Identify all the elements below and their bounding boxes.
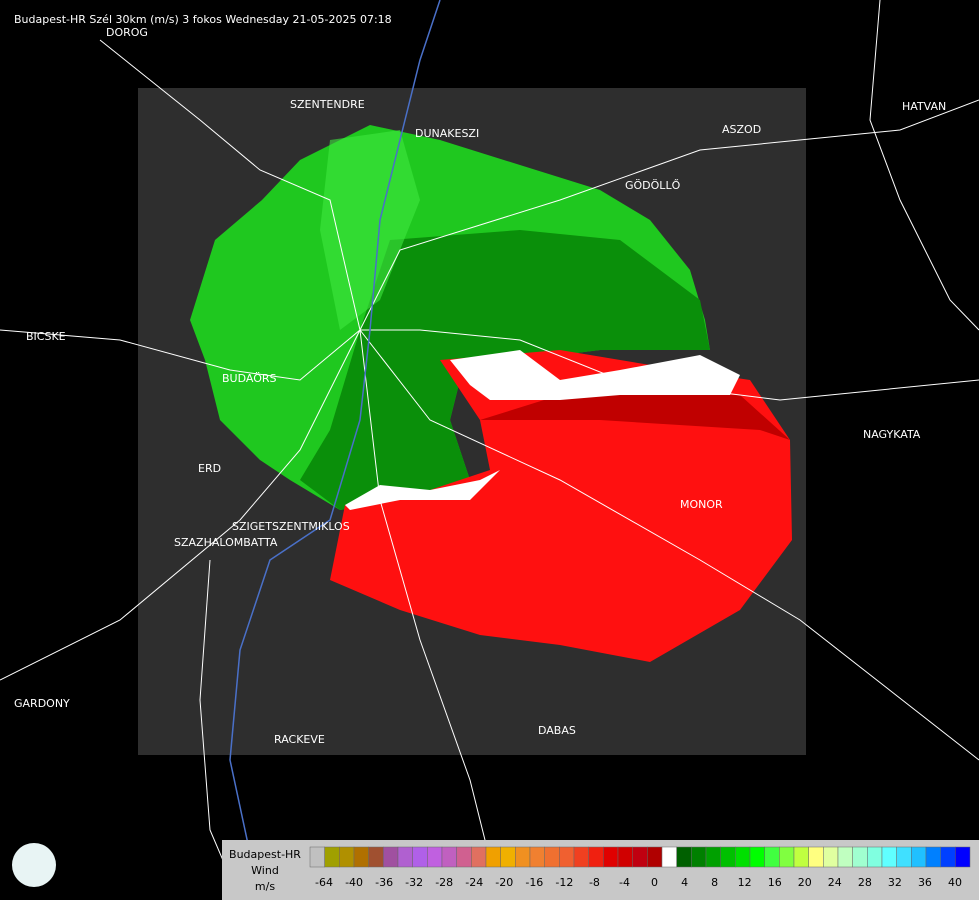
place-label: GARDONY bbox=[14, 697, 70, 710]
tick-label: 4 bbox=[681, 876, 688, 889]
radar-approach-strong bbox=[320, 130, 420, 330]
logo bbox=[12, 843, 56, 887]
place-label: SZAZHALOMBATTA bbox=[174, 536, 278, 549]
place-label: DOROG bbox=[106, 26, 148, 39]
tick-label: -4 bbox=[619, 876, 630, 889]
color-swatch bbox=[529, 846, 545, 868]
color-swatch bbox=[940, 846, 956, 868]
tick-label: 28 bbox=[858, 876, 872, 889]
tick-label: 32 bbox=[888, 876, 902, 889]
tick-label: 36 bbox=[918, 876, 932, 889]
color-swatch bbox=[383, 846, 399, 868]
legend-unit: m/s bbox=[255, 880, 275, 893]
color-swatch bbox=[676, 846, 692, 868]
color-swatch bbox=[647, 846, 663, 868]
place-label: HATVAN bbox=[902, 100, 946, 113]
color-swatch bbox=[368, 846, 384, 868]
color-swatch bbox=[911, 846, 927, 868]
color-swatch bbox=[779, 846, 795, 868]
color-swatch bbox=[456, 846, 472, 868]
color-swatch bbox=[837, 846, 853, 868]
color-swatch bbox=[852, 846, 868, 868]
color-swatch bbox=[339, 846, 355, 868]
tick-label: -28 bbox=[435, 876, 453, 889]
color-swatch bbox=[412, 846, 428, 868]
place-label: SZENTENDRE bbox=[290, 98, 365, 111]
river bbox=[229, 0, 441, 900]
radar-approach-core bbox=[300, 230, 710, 510]
color-swatch bbox=[427, 846, 443, 868]
color-swatch bbox=[881, 846, 897, 868]
color-swatch bbox=[485, 846, 501, 868]
color-swatch bbox=[397, 846, 413, 868]
tick-label: 24 bbox=[828, 876, 842, 889]
color-swatch bbox=[867, 846, 883, 868]
place-label: GÖDÖLLŐ bbox=[625, 178, 681, 192]
place-label: BICSKE bbox=[26, 330, 66, 343]
color-swatch bbox=[544, 846, 560, 868]
color-swatch bbox=[749, 846, 765, 868]
tick-label: -12 bbox=[555, 876, 573, 889]
color-swatch bbox=[735, 846, 751, 868]
legend-quantity: Wind bbox=[251, 864, 279, 877]
color-swatch bbox=[324, 846, 340, 868]
legend-station: Budapest-HR bbox=[229, 848, 301, 861]
color-swatch bbox=[691, 846, 707, 868]
tick-label: 12 bbox=[738, 876, 752, 889]
tick-label: 0 bbox=[651, 876, 658, 889]
color-swatch bbox=[632, 846, 648, 868]
tick-label: 16 bbox=[768, 876, 782, 889]
color-swatch bbox=[500, 846, 516, 868]
tick-label: -36 bbox=[375, 876, 393, 889]
color-swatch bbox=[471, 846, 487, 868]
color-swatch bbox=[823, 846, 839, 868]
color-swatch bbox=[441, 846, 457, 868]
radar-recede bbox=[330, 350, 792, 662]
place-label: DABAS bbox=[538, 724, 576, 737]
color-swatch bbox=[705, 846, 721, 868]
color-swatch bbox=[896, 846, 912, 868]
place-label: BUDAÖRS bbox=[222, 372, 277, 385]
tick-label: 40 bbox=[948, 876, 962, 889]
color-swatch bbox=[603, 846, 619, 868]
tick-label: -64 bbox=[315, 876, 333, 889]
place-label: ASZOD bbox=[722, 123, 761, 136]
place-label: ERD bbox=[198, 462, 221, 475]
color-swatch bbox=[309, 846, 325, 868]
color-swatch bbox=[617, 846, 633, 868]
color-swatch bbox=[720, 846, 736, 868]
color-swatch bbox=[661, 846, 677, 868]
tick-label: -32 bbox=[405, 876, 423, 889]
color-swatch bbox=[353, 846, 369, 868]
tick-label: 20 bbox=[798, 876, 812, 889]
tick-label: -16 bbox=[525, 876, 543, 889]
color-swatch bbox=[925, 846, 941, 868]
color-swatch bbox=[588, 846, 604, 868]
radar-fold bbox=[345, 350, 740, 510]
color-swatch bbox=[559, 846, 575, 868]
color-swatch bbox=[573, 846, 589, 868]
tick-label: -40 bbox=[345, 876, 363, 889]
color-swatch bbox=[515, 846, 531, 868]
tick-label: -8 bbox=[589, 876, 600, 889]
tick-label: -20 bbox=[495, 876, 513, 889]
place-label: DUNAKESZI bbox=[415, 127, 479, 140]
color-swatch bbox=[764, 846, 780, 868]
color-swatch bbox=[955, 846, 971, 868]
tick-label: 8 bbox=[711, 876, 718, 889]
color-swatch bbox=[808, 846, 824, 868]
place-label: MONOR bbox=[680, 498, 723, 511]
color-swatch bbox=[793, 846, 809, 868]
legend: Budapest-HR Wind m/s -64 -40 -36 -32 -28 -24-… bbox=[222, 840, 979, 900]
tick-label: -24 bbox=[465, 876, 483, 889]
radar-recede-core bbox=[480, 395, 790, 440]
title: Budapest-HR Szél 30km (m/s) 3 fokos Wedn… bbox=[14, 13, 392, 26]
place-label: NAGYKATA bbox=[863, 428, 921, 441]
place-label: RACKEVE bbox=[274, 733, 325, 746]
place-label: SZIGETSZENTMIKLOS bbox=[232, 520, 350, 533]
